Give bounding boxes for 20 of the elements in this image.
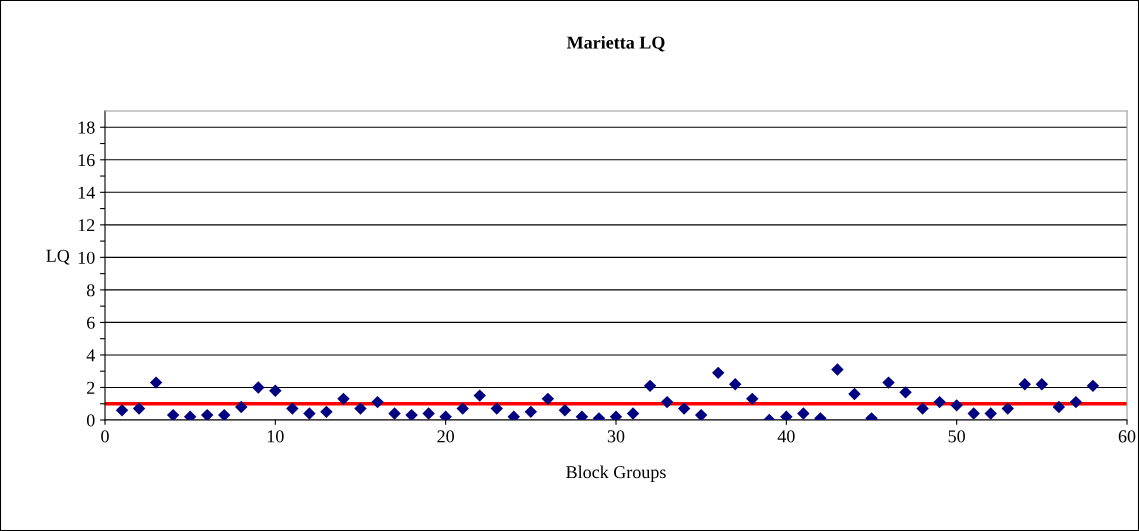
y-tick-label: 16 bbox=[78, 154, 95, 167]
x-tick-label: 50 bbox=[948, 430, 966, 443]
x-tick-label: 60 bbox=[1118, 430, 1136, 443]
y-tick-label: 4 bbox=[86, 349, 95, 362]
y-tick-label: 14 bbox=[78, 186, 95, 199]
x-tick-label: 30 bbox=[607, 430, 625, 443]
y-tick-label: 10 bbox=[78, 251, 95, 264]
y-tick-label: 18 bbox=[78, 121, 95, 134]
y-tick-label: 6 bbox=[87, 316, 95, 329]
y-tick-label: 12 bbox=[78, 219, 95, 232]
y-tick-label: 2 bbox=[87, 381, 95, 394]
x-tick-label: 40 bbox=[777, 430, 795, 443]
x-tick-label: 0 bbox=[101, 430, 109, 443]
y-tick-label: 8 bbox=[86, 284, 95, 297]
x-axis-title: Block Groups bbox=[566, 465, 666, 482]
x-tick-label: 20 bbox=[437, 430, 455, 443]
y-tick-label: 0 bbox=[86, 414, 95, 427]
x-tick-label: 10 bbox=[267, 430, 284, 443]
y-axis-title: LQ bbox=[46, 249, 70, 265]
chart-title: Marietta LQ bbox=[566, 35, 665, 52]
